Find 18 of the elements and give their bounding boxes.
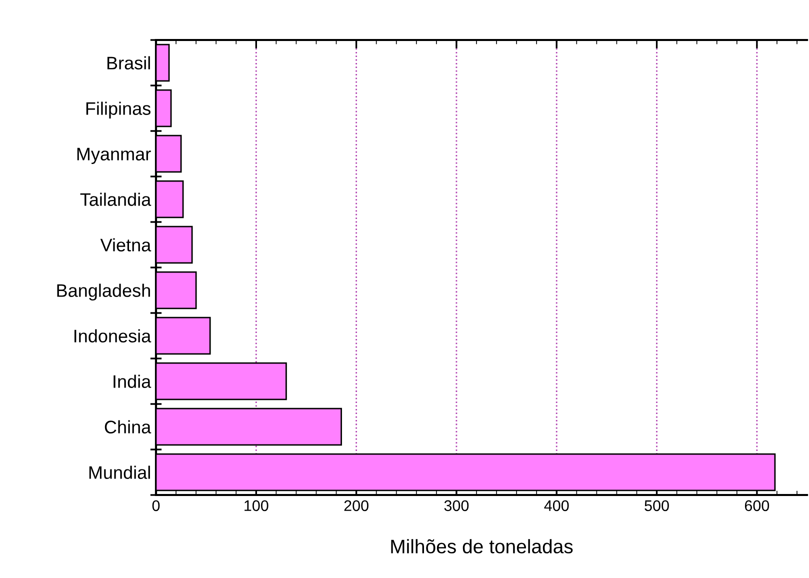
x-tick-label: 200 [344,500,368,512]
x-tick-label: 500 [644,500,669,512]
y-tick-label: India [114,374,152,388]
y-tick-label: Brasil [107,56,150,70]
x-tick-label: 600 [744,500,770,512]
y-tick-label: Bangladesh [57,284,150,301]
y-tick-label: Vietna [100,238,152,252]
y-tick-label: China [104,420,152,434]
y-tick-label: Filipinas [86,102,150,119]
y-tick-label: Myanmar [77,148,151,164]
y-tick-label: Tailandia [80,192,152,206]
x-tick-label: 400 [544,500,569,512]
x-tick-label: 0 [152,500,160,512]
y-tick-label: Indonesia [74,329,152,342]
y-tick-label: Mundial [89,466,150,479]
x-tick-label: 300 [444,500,469,512]
x-axis-title: Milhões de toneladas [391,539,573,554]
x-tick-label: 100 [244,500,268,512]
